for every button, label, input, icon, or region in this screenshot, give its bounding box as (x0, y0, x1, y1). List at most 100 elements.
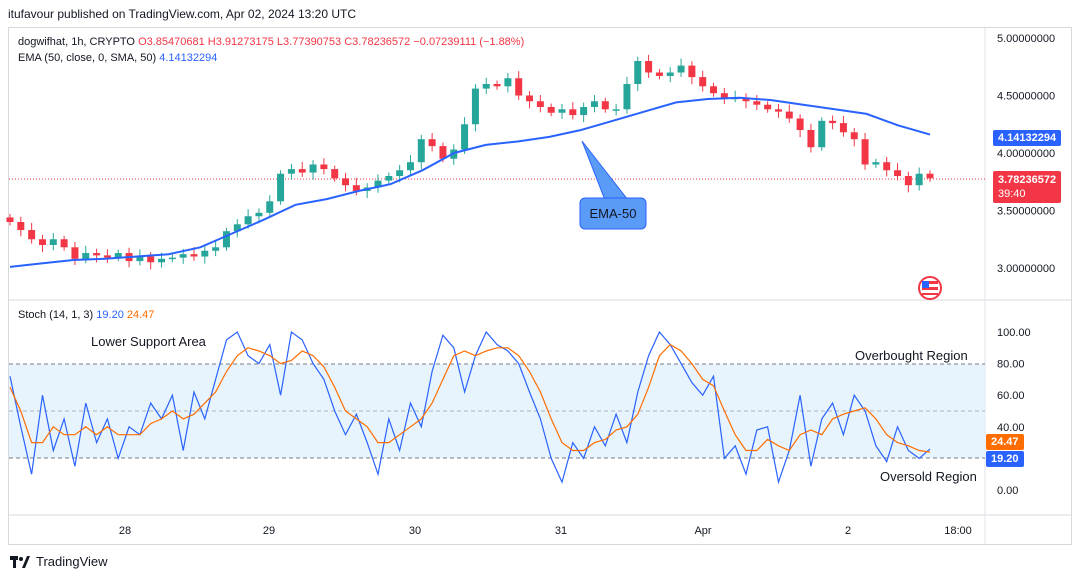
candle-body (482, 84, 490, 89)
footer-text: TradingView (36, 554, 108, 569)
candle-body (915, 173, 923, 186)
candle-body (439, 146, 447, 159)
candle-body (309, 164, 317, 173)
price-tick-label: 3.50000000 (997, 206, 1055, 218)
candle-body (222, 231, 230, 248)
candles (6, 54, 934, 270)
candle-body (417, 139, 425, 163)
symbol-name[interactable]: dogwifhat, 1h, CRYPTO (18, 36, 135, 48)
candle-body (60, 239, 68, 248)
candle-body (785, 111, 793, 119)
candle-body (158, 258, 166, 263)
candle-body (655, 72, 663, 76)
last-price-value: 3.78236572 (998, 174, 1057, 186)
stoch-legend: Stoch (14, 1, 3) 19.20 24.47 (18, 309, 154, 321)
time-tick-label: 2 (845, 525, 851, 537)
candle-body (287, 169, 295, 174)
candle-body (742, 97, 750, 102)
candle-body (342, 178, 350, 186)
ema-value: 4.14132294 (159, 52, 218, 64)
candle-body (688, 65, 696, 78)
stoch-d-line (9, 343, 931, 453)
candle-body (179, 254, 187, 258)
ohlc-open: O3.85470681 (138, 36, 205, 48)
price-tick-label: 3.00000000 (997, 263, 1055, 275)
time-tick-label: 18:00 (944, 525, 972, 537)
bar-countdown: 39:40 (998, 188, 1026, 200)
candle-body (894, 170, 902, 176)
footer-brand[interactable]: TradingView (10, 554, 108, 569)
ohlc-close: C3.78236572 (344, 36, 411, 48)
time-tick-label: 29 (263, 525, 275, 537)
candle-body (623, 84, 631, 110)
price-tick-label: 5.00000000 (997, 33, 1055, 45)
callout-pointer (581, 140, 630, 201)
candle-body (168, 257, 176, 260)
candle-body (612, 109, 620, 111)
candle-body (504, 78, 512, 87)
candle-body (666, 72, 674, 76)
candle-body (406, 162, 414, 171)
stoch-d-value: 24.47 (126, 309, 155, 321)
candle-body (645, 61, 653, 73)
candle-body (764, 104, 772, 110)
ohlc-low: L3.77390753 (276, 36, 342, 48)
candle-body (829, 120, 837, 124)
candle-body (774, 109, 782, 112)
candle-body (82, 253, 90, 259)
last-price-badge: 3.78236572 39:40 (993, 171, 1062, 203)
oversold-label: Oversold Region (880, 469, 977, 484)
candle-body (807, 130, 815, 148)
candle-body (547, 107, 555, 113)
price-tick-label: 4.00000000 (997, 148, 1055, 160)
candle-body (49, 239, 57, 245)
candle-body (93, 253, 101, 256)
candle-body (601, 101, 609, 110)
ohlc-high: H3.91273175 (207, 36, 274, 48)
candle-body (526, 95, 534, 102)
time-tick-label: 28 (119, 525, 131, 537)
stoch-tick-label: 60.00 (997, 390, 1025, 402)
candle-body (266, 201, 274, 213)
candle-body (904, 176, 912, 186)
candle-body (17, 222, 25, 231)
time-tick-label: Apr (694, 525, 711, 537)
time-tick-label: 30 (409, 525, 421, 537)
candle-body (6, 217, 14, 222)
candle-body (883, 162, 891, 171)
candle-body (558, 109, 566, 113)
candle-body (926, 173, 934, 179)
candle-body (634, 61, 642, 84)
candle-body (255, 212, 263, 217)
time-tick-label: 31 (555, 525, 567, 537)
overbought-label: Overbought Region (855, 348, 968, 363)
candle-body (720, 93, 728, 98)
stoch-label[interactable]: Stoch (14, 1, 3) (18, 309, 94, 321)
ema50-callout[interactable] (579, 197, 647, 230)
candle-body (147, 256, 155, 263)
candle-body (590, 101, 598, 107)
candle-body (396, 170, 404, 176)
ema-price-badge: 4.14132294 (993, 130, 1062, 146)
stoch-tick-label: 40.00 (997, 422, 1025, 434)
ohlc-change: −0.07239111 (−1.88%) (413, 36, 525, 48)
candle-body (103, 255, 111, 258)
chart-frame (8, 27, 1072, 545)
time-axis: 28 29 30 31 Apr 2 18:00 (119, 525, 972, 537)
ema-label[interactable]: EMA (50, close, 0, SMA, 50) (18, 52, 157, 64)
stoch-tick-label: 80.00 (997, 359, 1025, 371)
candle-body (536, 101, 544, 107)
candle-body (850, 132, 858, 140)
candle-body (861, 139, 869, 165)
main-legend: dogwifhat, 1h, CRYPTO O3.85470681 H3.912… (18, 34, 524, 66)
candle-body (839, 123, 847, 133)
stoch-k-badge: 19.20 (986, 451, 1024, 467)
candle-body (320, 164, 328, 170)
stoch-k-line (9, 330, 931, 485)
us-flag-icon[interactable] (918, 276, 942, 300)
stoch-tick-label: 0.00 (997, 485, 1018, 497)
candle-body (114, 253, 122, 258)
candle-body (515, 78, 523, 96)
